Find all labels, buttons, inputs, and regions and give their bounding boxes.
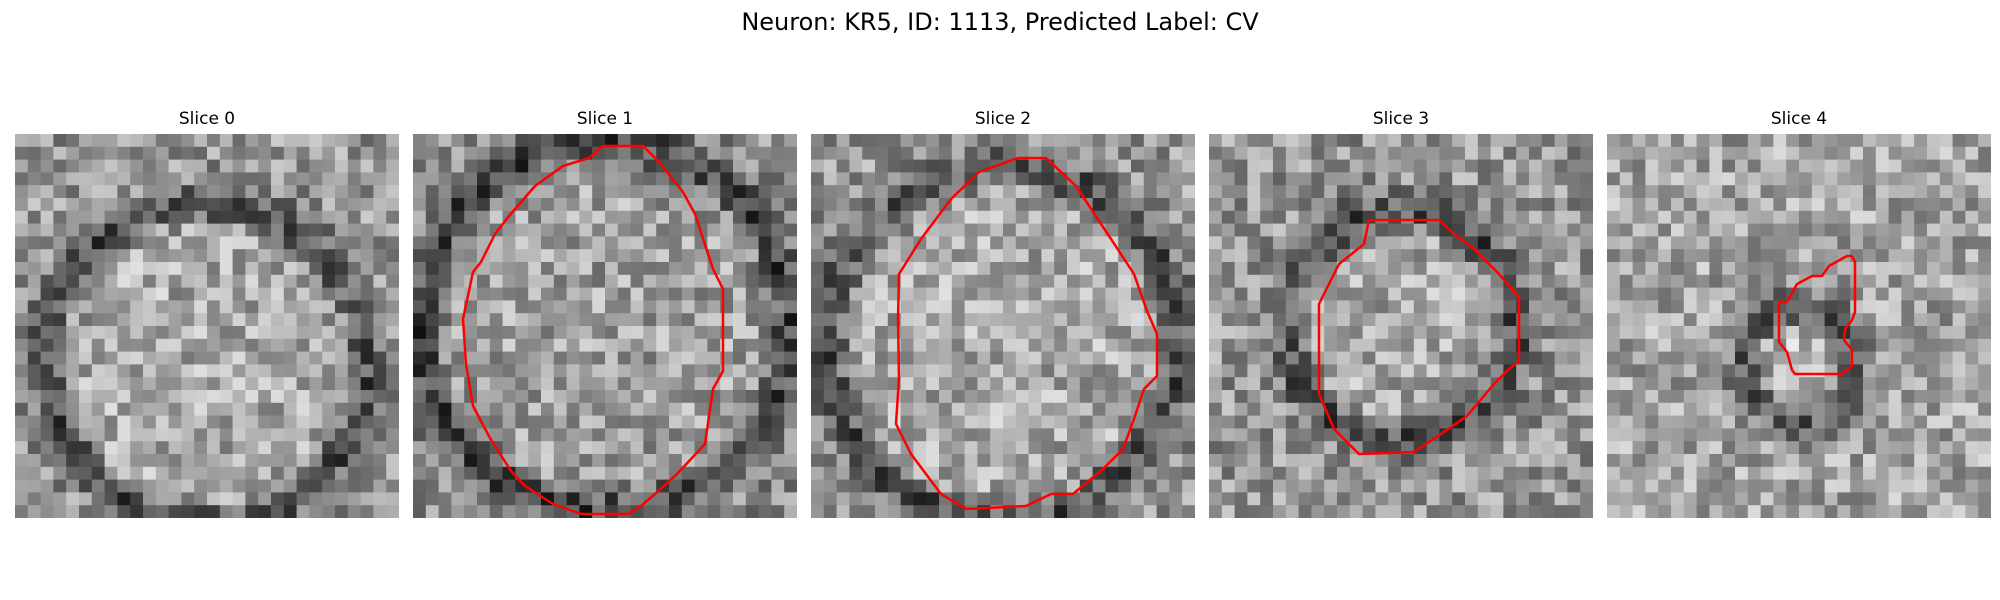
- segmentation-contour: [894, 156, 1159, 511]
- slice-panel-4: Slice 4: [1607, 108, 1991, 522]
- slice-image: [413, 134, 797, 518]
- slice-panel-0: Slice 0: [15, 108, 399, 522]
- slice-image: [811, 134, 1195, 518]
- slice-panel-3: Slice 3: [1209, 108, 1593, 522]
- slice-title: Slice 1: [576, 109, 634, 129]
- slice-title: Slice 4: [1770, 109, 1828, 129]
- figure-title: Neuron: KR5, ID: 1113, Predicted Label: …: [741, 8, 1259, 36]
- segmentation-contour: [1317, 218, 1521, 456]
- slice-panel-2: Slice 2: [811, 108, 1195, 522]
- segmentation-contour: [461, 144, 725, 516]
- slice-title: Slice 0: [178, 109, 236, 129]
- slice-panel-1: Slice 1: [413, 108, 797, 522]
- slice-title: Slice 2: [974, 109, 1032, 129]
- segmentation-contour: [1777, 254, 1857, 376]
- slice-title: Slice 3: [1372, 109, 1430, 129]
- slice-image: [15, 134, 399, 518]
- slice-image: [1607, 134, 1991, 518]
- slice-image: [1209, 134, 1593, 518]
